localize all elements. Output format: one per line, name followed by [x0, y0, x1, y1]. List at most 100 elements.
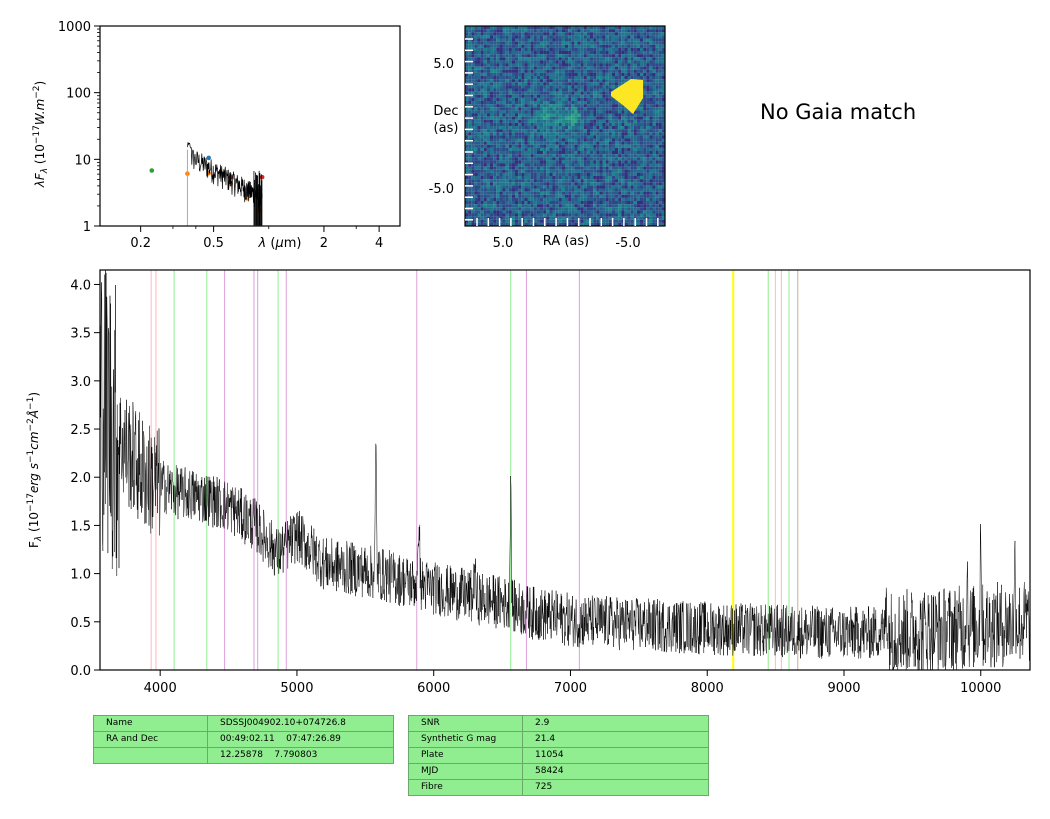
- image-pixel: [636, 57, 641, 61]
- image-pixel: [543, 66, 547, 70]
- image-pixel: [593, 204, 597, 208]
- image-pixel: [661, 26, 666, 30]
- image-pixel: [621, 135, 625, 139]
- image-pixel: [627, 51, 631, 55]
- image-pixel: [586, 57, 591, 61]
- image-pixel: [521, 129, 525, 133]
- image-pixel: [661, 85, 666, 89]
- image-pixel: [618, 141, 622, 145]
- image-pixel: [633, 51, 637, 55]
- image-pixel: [583, 122, 587, 127]
- image-pixel: [552, 210, 556, 214]
- image-pixel: [530, 135, 534, 139]
- image-pixel: [527, 176, 531, 180]
- image-pixel: [499, 147, 503, 152]
- image-pixel: [549, 126, 553, 130]
- image-pixel: [565, 182, 569, 186]
- image-pixel: [468, 113, 472, 117]
- image-pixel: [536, 63, 541, 67]
- image-pixel: [508, 160, 512, 164]
- image-pixel: [565, 144, 569, 148]
- image-pixel: [583, 144, 587, 148]
- image-pixel: [530, 97, 534, 102]
- image-pixel: [561, 166, 566, 170]
- image-pixel: [502, 219, 506, 223]
- image-pixel: [493, 29, 497, 33]
- image-pixel: [490, 57, 494, 61]
- image-pixel: [605, 160, 609, 164]
- image-pixel: [608, 101, 612, 105]
- image-pixel: [599, 210, 603, 214]
- image-pixel: [661, 60, 666, 64]
- image-pixel: [611, 135, 616, 139]
- image-pixel: [577, 135, 581, 139]
- image-pixel: [499, 26, 503, 30]
- image-pixel: [590, 35, 594, 39]
- image-pixel: [608, 144, 612, 148]
- image-pixel: [483, 163, 487, 167]
- image-pixel: [655, 26, 659, 30]
- image-pixel: [521, 51, 525, 55]
- image-pixel: [615, 132, 619, 136]
- image-pixel: [477, 163, 481, 167]
- image-pixel: [640, 69, 644, 73]
- image-pixel: [652, 219, 656, 223]
- image-pixel: [611, 26, 616, 30]
- image-pixel: [646, 32, 650, 36]
- image-pixel: [574, 97, 578, 102]
- image-pixel: [580, 60, 584, 64]
- image-pixel: [633, 54, 637, 58]
- image-pixel: [661, 216, 666, 220]
- image-pixel: [586, 213, 591, 217]
- image-pixel: [599, 76, 603, 80]
- image-pixel: [486, 191, 491, 195]
- image-pixel: [599, 26, 603, 30]
- image-pixel: [524, 66, 528, 70]
- image-pixel: [465, 38, 469, 42]
- image-pixel: [596, 191, 600, 195]
- image-pixel: [493, 201, 497, 205]
- image-pixel: [646, 169, 650, 173]
- image-pixel: [605, 101, 609, 105]
- image-pixel: [527, 32, 531, 36]
- image-pixel: [496, 182, 500, 186]
- image-pixel: [661, 169, 666, 173]
- image-pixel: [615, 85, 619, 89]
- image-pixel: [574, 54, 578, 58]
- image-pixel: [580, 88, 584, 92]
- image-pixel: [596, 104, 600, 108]
- image-pixel: [480, 35, 484, 39]
- image-pixel: [480, 151, 484, 155]
- image-pixel: [474, 107, 478, 111]
- image-pixel: [633, 63, 637, 67]
- image-pixel: [577, 66, 581, 70]
- image-pixel: [465, 144, 469, 148]
- image-pixel: [586, 222, 591, 227]
- image-pixel: [555, 60, 559, 64]
- image-pixel: [615, 160, 619, 164]
- image-pixel: [540, 163, 544, 167]
- image-pixel: [621, 129, 625, 133]
- image-pixel: [549, 116, 553, 120]
- image-pixel: [521, 116, 525, 120]
- image-pixel: [546, 219, 550, 223]
- image-pixel: [493, 85, 497, 89]
- image-pixel: [530, 104, 534, 108]
- image-pixel: [640, 101, 644, 105]
- image-pixel: [577, 126, 581, 130]
- image-pixel: [505, 72, 509, 77]
- image-pixel: [546, 107, 550, 111]
- image-pixel: [549, 222, 553, 227]
- image-pixel: [527, 201, 531, 205]
- image-pixel: [633, 129, 637, 133]
- image-pixel: [502, 113, 506, 117]
- image-pixel: [643, 197, 647, 202]
- image-pixel: [611, 201, 616, 205]
- image-pixel: [602, 72, 606, 77]
- image-pixel: [540, 182, 544, 186]
- image-pixel: [602, 132, 606, 136]
- image-pixel: [558, 204, 562, 208]
- image-pixel: [558, 207, 562, 211]
- image-pixel: [480, 172, 484, 177]
- image-pixel: [602, 188, 606, 192]
